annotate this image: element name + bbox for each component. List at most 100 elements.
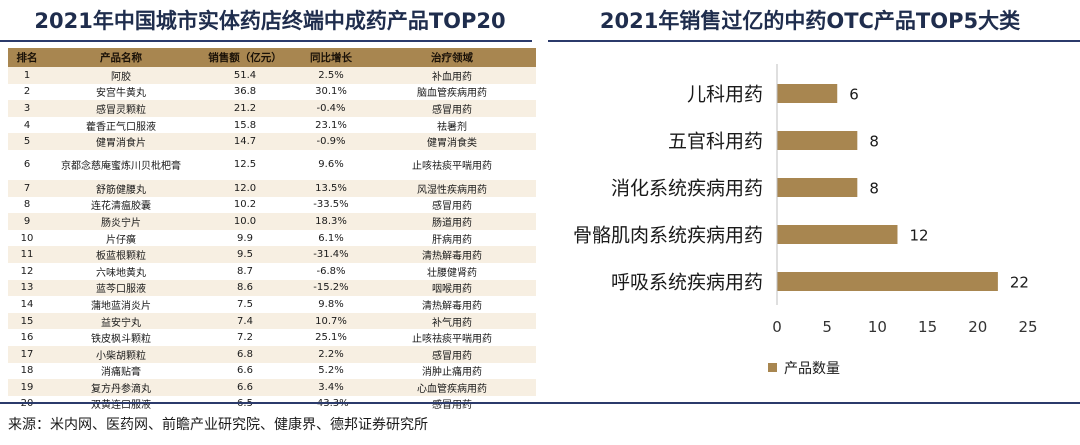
header-growth: 同比增长 [294, 48, 368, 67]
cell-therapeutic-area: 心血管疾病用药 [368, 379, 536, 396]
table-row: 14 蒲地蓝消炎片 7.5 9.8% 清热解毒用药 [8, 296, 536, 313]
table-row: 13 蓝芩口服液 8.6 -15.2% 咽喉用药 [8, 279, 536, 297]
cell-growth: -31.4% [294, 246, 368, 263]
header-product-name: 产品名称 [46, 48, 196, 67]
bar [777, 225, 898, 244]
cell-therapeutic-area: 肠道用药 [368, 213, 536, 230]
bar [777, 84, 838, 103]
cell-product-name: 感冒灵颗粒 [46, 100, 196, 117]
cell-rank: 4 [8, 116, 46, 134]
data-label: 22 [1010, 274, 1029, 292]
cell-sales: 7.2 [196, 329, 294, 346]
cell-therapeutic-area: 脑血管疾病用药 [368, 83, 536, 101]
cell-sales: 14.7 [196, 133, 294, 150]
cell-sales: 6.6 [196, 362, 294, 380]
cell-product-name: 京都念慈庵蜜炼川贝枇杷膏 [46, 149, 196, 180]
cell-sales: 8.7 [196, 262, 294, 280]
cell-growth: -0.4% [294, 100, 368, 117]
cell-growth: -6.8% [294, 262, 368, 280]
cell-therapeutic-area: 感冒用药 [368, 196, 536, 214]
cell-rank: 10 [8, 229, 46, 247]
cell-product-name: 消痛贴膏 [46, 362, 196, 380]
table-row: 11 板蓝根颗粒 9.5 -31.4% 清热解毒用药 [8, 246, 536, 263]
cell-therapeutic-area: 壮腰健肾药 [368, 262, 536, 280]
cell-rank: 16 [8, 329, 46, 346]
cell-therapeutic-area: 补血用药 [368, 67, 536, 84]
header-sales: 销售额（亿元） [196, 48, 294, 67]
cell-product-name: 肠炎宁片 [46, 213, 196, 230]
right-title-rule [548, 40, 1080, 42]
chart-title: 2021年销售过亿的中药OTC产品TOP5大类 [599, 9, 1021, 33]
cell-product-name: 蓝芩口服液 [46, 279, 196, 297]
category-label: 消化系统疾病用药 [611, 178, 763, 200]
table-row: 7 舒筋健腰丸 12.0 13.5% 风湿性疾病用药 [8, 179, 536, 197]
table-row: 9 肠炎宁片 10.0 18.3% 肠道用药 [8, 213, 536, 230]
cell-therapeutic-area: 感冒用药 [368, 100, 536, 117]
cell-therapeutic-area: 风湿性疾病用药 [368, 179, 536, 197]
cell-sales: 36.8 [196, 83, 294, 101]
left-panel-title: 2021年中国城市实体药店终端中成药产品TOP20 [34, 9, 506, 33]
bar [777, 272, 998, 291]
data-label: 12 [909, 227, 928, 245]
cell-therapeutic-area: 肝病用药 [368, 229, 536, 247]
cell-rank: 11 [8, 246, 46, 263]
cell-product-name: 铁皮枫斗颗粒 [46, 329, 196, 346]
category-label: 呼吸系统疾病用药 [611, 272, 763, 294]
cell-growth: 6.1% [294, 229, 368, 247]
x-tick-label: 10 [868, 318, 887, 336]
table-row: 16 铁皮枫斗颗粒 7.2 25.1% 止咳祛痰平喘用药 [8, 329, 536, 346]
bar [777, 178, 858, 197]
cell-rank: 2 [8, 83, 46, 101]
cell-growth: 5.2% [294, 362, 368, 380]
table-row: 17 小柴胡颗粒 6.8 2.2% 感冒用药 [8, 345, 536, 363]
cell-sales: 21.2 [196, 100, 294, 117]
cell-product-name: 片仔癀 [46, 229, 196, 247]
cell-growth: 3.4% [294, 379, 368, 396]
x-tick-label: 25 [1018, 318, 1037, 336]
cell-product-name: 六味地黄丸 [46, 262, 196, 280]
cell-rank: 3 [8, 100, 46, 117]
table-row: 5 健胃消食片 14.7 -0.9% 健胃消食类 [8, 133, 536, 150]
table-body: 1 阿胶 51.4 2.5% 补血用药 2 安宫牛黄丸 36.8 30.1% 脑血管疾病用药 3 感冒… [8, 67, 536, 413]
cell-sales: 8.6 [196, 279, 294, 297]
category-label: 骨骼肌肉系统疾病用药 [573, 225, 763, 247]
table-row: 15 益安宁丸 7.4 10.7% 补气用药 [8, 312, 536, 330]
cell-therapeutic-area: 清热解毒用药 [368, 246, 536, 263]
header-therapeutic-area: 治疗领域 [368, 48, 536, 67]
table-row: 8 连花清瘟胶囊 10.2 -33.5% 感冒用药 [8, 196, 536, 214]
cell-rank: 14 [8, 296, 46, 313]
cell-growth: 23.1% [294, 116, 368, 134]
cell-product-name: 藿香正气口服液 [46, 116, 196, 134]
cell-sales: 7.4 [196, 312, 294, 330]
cell-rank: 13 [8, 279, 46, 297]
cell-rank: 6 [8, 149, 46, 180]
otc-category-bar-chart: 儿科用药 6 五官科用药 8 消化系统疾病用药 8 骨骼肌肉系统疾病用药 12 呼吸系统疾病用药… [573, 64, 1038, 377]
cell-growth: 18.3% [294, 213, 368, 230]
legend-swatch [768, 363, 777, 372]
cell-therapeutic-area: 健胃消食类 [368, 133, 536, 150]
table-header-row: 排名 产品名称 销售额（亿元） 同比增长 治疗领域 [8, 48, 536, 67]
data-label: 8 [869, 180, 879, 198]
cell-product-name: 连花清瘟胶囊 [46, 196, 196, 214]
cell-growth: -0.9% [294, 133, 368, 150]
table-row: 1 阿胶 51.4 2.5% 补血用药 [8, 67, 536, 84]
cell-product-name: 益安宁丸 [46, 312, 196, 330]
x-tick-label: 15 [918, 318, 937, 336]
cell-therapeutic-area: 感冒用药 [368, 345, 536, 363]
cell-rank: 17 [8, 345, 46, 363]
cell-rank: 9 [8, 213, 46, 230]
legend-label: 产品数量 [784, 361, 840, 377]
table-row: 2 安宫牛黄丸 36.8 30.1% 脑血管疾病用药 [8, 83, 536, 101]
cell-sales: 10.0 [196, 213, 294, 230]
cell-therapeutic-area: 止咳祛痰平喘用药 [368, 149, 536, 180]
cell-rank: 7 [8, 179, 46, 197]
bar [777, 131, 858, 150]
cell-rank: 18 [8, 362, 46, 380]
category-label: 五官科用药 [668, 131, 763, 153]
cell-growth: 30.1% [294, 83, 368, 101]
cell-growth: 10.7% [294, 312, 368, 330]
top20-table: 排名 产品名称 销售额（亿元） 同比增长 治疗领域 1 阿胶 51.4 2.5% 补血用… [8, 48, 536, 413]
cell-sales: 9.9 [196, 229, 294, 247]
cell-growth: 2.5% [294, 67, 368, 84]
footer-rule [0, 402, 1080, 404]
